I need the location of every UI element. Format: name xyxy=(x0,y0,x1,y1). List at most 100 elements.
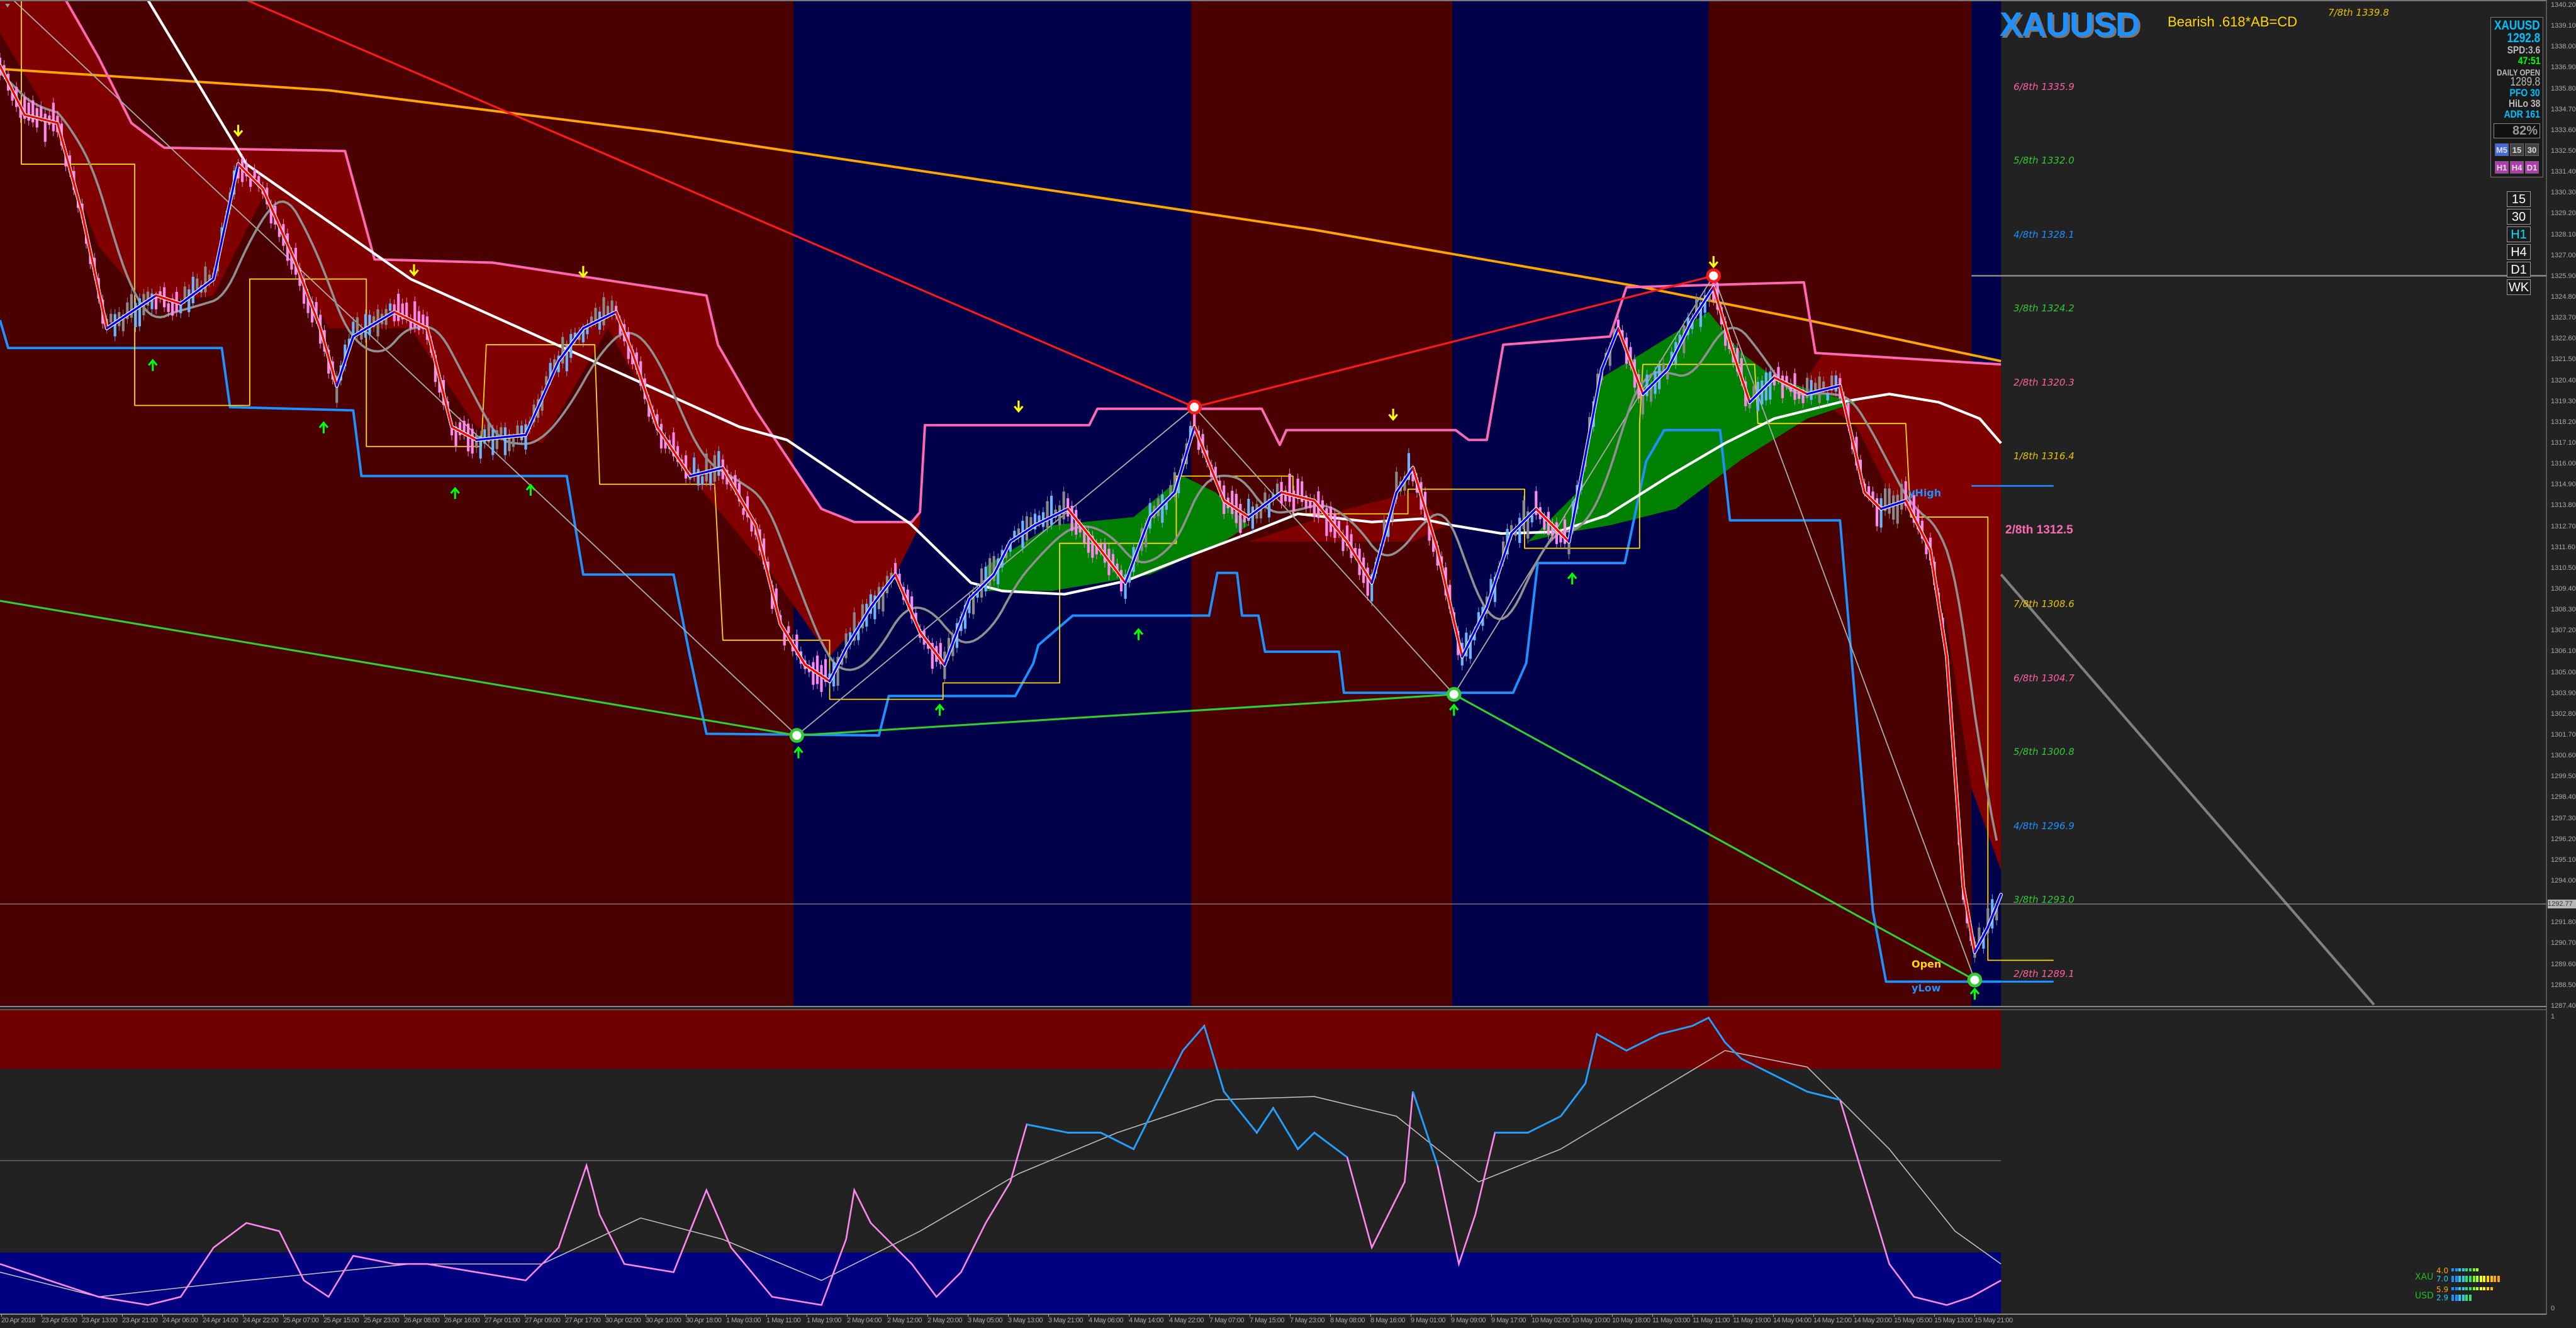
candle-body xyxy=(565,345,568,372)
timeframe-15-button[interactable]: 15 xyxy=(2507,191,2531,207)
oscillator-line-bull xyxy=(1026,1124,1068,1134)
murrey-label: 3/8th 1324.2 xyxy=(2013,303,2075,315)
time-tick-label: 14 May 20:00 xyxy=(1854,1317,1892,1324)
candle-body xyxy=(972,591,975,615)
price-tick-label: 1305.00 xyxy=(2551,668,2576,676)
strength-value: 7.0 xyxy=(2436,1275,2449,1283)
buy-arrow-icon xyxy=(318,421,329,433)
price-line-down xyxy=(426,327,453,428)
candle-body xyxy=(121,315,125,332)
candle-body xyxy=(1288,473,1291,502)
candle-body xyxy=(1986,908,1990,934)
tf-15-button[interactable]: 15 xyxy=(2510,143,2524,156)
mid-ma-line xyxy=(147,0,2002,596)
candle-body xyxy=(52,103,55,131)
candle-body xyxy=(1231,491,1234,515)
candle-body xyxy=(1062,491,1065,520)
candle-body xyxy=(1723,321,1727,346)
strength-bar xyxy=(2461,1268,2465,1271)
time-tick-label: 14 May 12:00 xyxy=(1813,1317,1852,1324)
candle-body xyxy=(524,424,527,450)
candle-body xyxy=(1781,375,1784,398)
candle-body xyxy=(1243,513,1246,523)
candle-body xyxy=(253,169,256,178)
tf-d1-button[interactable]: D1 xyxy=(2525,161,2539,174)
candle-body xyxy=(697,469,700,486)
candle-body xyxy=(1551,523,1554,536)
candle-body xyxy=(1341,534,1345,551)
murrey-label: 7/8th 1339.8 xyxy=(2328,7,2389,19)
overbought-zone xyxy=(0,1009,2002,1069)
candle-body xyxy=(249,178,252,187)
oscillator-line-bull xyxy=(1223,1091,1258,1134)
timeframe-h1-button[interactable]: H1 xyxy=(2507,226,2531,242)
price-line-down xyxy=(615,311,634,354)
price-tick-label: 1327.00 xyxy=(2551,251,2576,259)
price-tick-label: 1314.90 xyxy=(2551,481,2576,489)
oscillator-line-bull xyxy=(1584,1034,1598,1084)
price-line-down xyxy=(1929,549,1948,658)
candle-body xyxy=(783,632,786,646)
tf-m5-button[interactable]: M5 xyxy=(2495,143,2509,156)
tf-h4-button[interactable]: H4 xyxy=(2510,161,2524,174)
candle-body xyxy=(520,425,524,440)
candle-body xyxy=(1740,358,1743,381)
murrey-label: 1/8th 1316.4 xyxy=(2013,450,2075,462)
strength-bar xyxy=(2461,1295,2465,1301)
candle-body xyxy=(602,297,605,326)
price-line-up xyxy=(1806,384,1842,395)
oscillator-line-bull xyxy=(1708,1017,1726,1043)
time-tick-mark xyxy=(1652,1314,1653,1317)
timeframe-h4-button[interactable]: H4 xyxy=(2507,244,2531,260)
price-tick-label: 1328.10 xyxy=(2551,230,2576,238)
time-tick-label: 23 Apr 13:00 xyxy=(82,1317,118,1324)
candle-body xyxy=(742,508,745,515)
timeframe-30-button[interactable]: 30 xyxy=(2507,209,2531,225)
oscillator-line-bull xyxy=(1806,1090,1840,1101)
tf-30-button[interactable]: 30 xyxy=(2525,143,2539,156)
time-tick-mark xyxy=(323,1314,324,1317)
time-tick-mark xyxy=(1169,1314,1170,1317)
price-line-up xyxy=(968,573,995,601)
candle-body xyxy=(1522,500,1525,529)
price-line-down xyxy=(81,212,108,330)
candle-body xyxy=(352,321,355,336)
candle-body xyxy=(939,643,942,664)
strength-bar xyxy=(2479,1276,2482,1282)
candle-body xyxy=(23,97,26,119)
candle-body xyxy=(590,316,593,324)
time-tick-label: 24 Apr 06:00 xyxy=(162,1317,198,1324)
candle-body xyxy=(795,634,798,656)
price-line-up xyxy=(1879,499,1907,510)
buy-arrow-icon xyxy=(793,746,804,759)
hilo-value: HiLo 38 xyxy=(2508,98,2540,109)
price-line-up xyxy=(1370,491,1398,584)
strength-bar xyxy=(2483,1276,2486,1282)
candle-body xyxy=(150,293,154,310)
chart-shift-marker-icon[interactable] xyxy=(5,4,10,8)
price-line-up xyxy=(1173,425,1196,494)
time-tick-mark xyxy=(283,1314,284,1317)
time-tick-label: 1 May 03:00 xyxy=(726,1317,761,1324)
timeframe-d1-button[interactable]: D1 xyxy=(2507,262,2531,277)
sub-axis-top: 1 xyxy=(2551,1013,2555,1020)
timeframe-wk-button[interactable]: WK xyxy=(2507,279,2531,295)
price-tick-label: 1310.50 xyxy=(2551,564,2576,572)
candle-body xyxy=(873,595,876,620)
candle-body xyxy=(750,519,753,532)
lower-channel-line xyxy=(0,320,2002,983)
price-line-down xyxy=(1411,466,1439,551)
candle-body xyxy=(1917,509,1920,530)
tf-h1-button[interactable]: H1 xyxy=(2495,161,2509,174)
price-line-down xyxy=(804,664,831,683)
candle-body xyxy=(1814,382,1817,394)
murrey-label: 4/8th 1296.9 xyxy=(2013,820,2075,832)
price-tick-label: 1339.10 xyxy=(2551,22,2576,30)
buy-arrow-icon xyxy=(1567,572,1577,584)
candle-body xyxy=(1896,494,1899,524)
candle-body xyxy=(508,434,511,452)
time-tick-label: 1 May 11:00 xyxy=(766,1317,801,1324)
info-symbol: XAUUSD xyxy=(2494,18,2540,33)
info-price: 1292.8 xyxy=(2507,31,2540,45)
